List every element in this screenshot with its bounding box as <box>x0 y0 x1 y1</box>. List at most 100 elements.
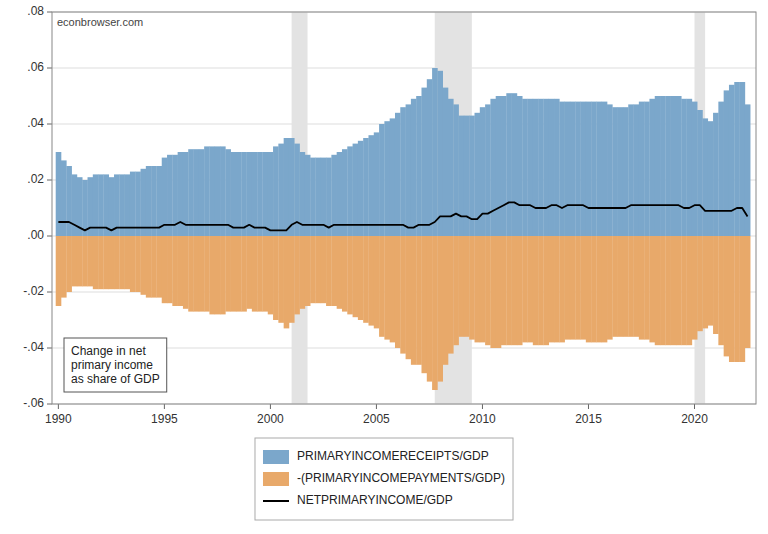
bar <box>745 236 751 348</box>
bar <box>448 236 454 354</box>
bar <box>586 236 592 342</box>
bar <box>151 236 157 298</box>
bar <box>623 236 629 337</box>
bar <box>151 166 157 236</box>
bar <box>66 166 72 236</box>
y-tick-label: .08 <box>27 4 44 18</box>
bar <box>517 96 523 236</box>
bar <box>628 236 634 337</box>
x-tick <box>482 404 483 409</box>
bar <box>575 102 581 236</box>
bar <box>575 236 581 340</box>
bar <box>528 236 534 342</box>
bar <box>734 82 740 236</box>
y-tick-label: -.04 <box>23 340 44 354</box>
bar <box>305 236 311 306</box>
bar <box>93 236 99 289</box>
bar <box>411 236 417 365</box>
bar <box>194 149 200 236</box>
bar <box>607 236 613 340</box>
bar <box>681 236 687 345</box>
y-tick <box>47 404 52 405</box>
y-tick-label: .04 <box>27 116 44 130</box>
bar <box>607 104 613 236</box>
bar <box>681 99 687 236</box>
bar <box>220 146 226 236</box>
bar <box>358 141 364 236</box>
bar <box>231 152 237 236</box>
bar <box>225 236 231 312</box>
bar <box>77 236 83 286</box>
bar <box>549 99 555 236</box>
bar <box>400 236 406 354</box>
bar <box>156 236 162 298</box>
bar <box>294 236 300 314</box>
bar <box>162 236 168 303</box>
bar <box>533 99 539 236</box>
bar <box>310 236 316 303</box>
bar <box>437 236 443 382</box>
y-tick <box>47 68 52 69</box>
bar <box>353 144 359 236</box>
bar <box>188 236 194 312</box>
bar <box>146 166 152 236</box>
bar <box>427 79 433 236</box>
bar <box>379 124 385 236</box>
bar <box>268 236 274 314</box>
bar <box>734 236 740 362</box>
bar <box>628 104 634 236</box>
bar <box>453 236 459 345</box>
bar <box>56 152 62 236</box>
bar <box>98 236 104 289</box>
bar <box>395 113 401 236</box>
y-tick <box>47 12 52 13</box>
bar <box>437 71 443 236</box>
bar <box>708 121 714 236</box>
y-tick-label: .00 <box>27 228 44 242</box>
bar <box>480 236 486 342</box>
bar <box>649 99 655 236</box>
y-tick-label: .06 <box>27 60 44 74</box>
bar <box>421 88 427 236</box>
bar <box>634 236 640 337</box>
bar <box>729 236 735 362</box>
bar <box>220 236 226 314</box>
bar <box>702 118 708 236</box>
bar <box>61 160 67 236</box>
bar <box>676 236 682 345</box>
bar <box>363 138 369 236</box>
bar <box>724 90 730 236</box>
bar <box>591 236 597 342</box>
bar <box>660 236 666 345</box>
bar <box>676 96 682 236</box>
bar <box>538 99 544 236</box>
bar <box>400 107 406 236</box>
bar <box>321 236 327 303</box>
bar <box>225 149 231 236</box>
bar <box>379 236 385 337</box>
bar <box>273 146 279 236</box>
x-tick <box>270 404 271 409</box>
bar <box>464 236 470 337</box>
bar <box>278 236 284 323</box>
bar <box>618 107 624 236</box>
bar <box>623 107 629 236</box>
annotation-line: primary income <box>71 358 153 372</box>
x-tick-label: 2020 <box>681 412 708 426</box>
bar <box>135 236 141 292</box>
bar <box>209 146 215 236</box>
legend-label: PRIMARYINCOMERECEIPTS/GDP <box>297 449 489 463</box>
bar <box>252 236 258 312</box>
bar <box>347 236 353 314</box>
x-tick <box>58 404 59 409</box>
bar <box>692 236 698 340</box>
bar <box>543 99 549 236</box>
bar <box>172 236 178 306</box>
bar <box>103 236 109 289</box>
bar <box>188 149 194 236</box>
bar <box>384 121 390 236</box>
line <box>58 202 747 230</box>
bar <box>432 236 438 390</box>
bar <box>644 236 650 340</box>
bar <box>125 236 131 289</box>
